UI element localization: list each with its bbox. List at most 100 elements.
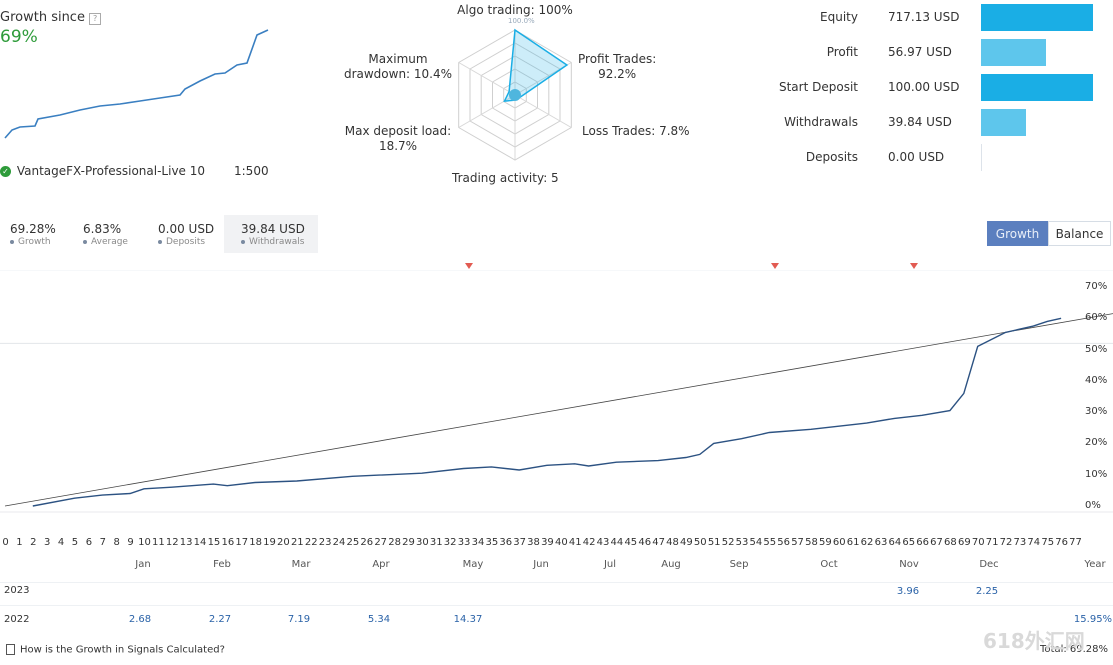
month-label: Sep: [729, 559, 749, 570]
growth-chart: [0, 270, 1113, 513]
x-tick-label: 26: [360, 537, 374, 548]
month-label: Jul: [603, 559, 617, 570]
x-tick-label: 65: [902, 537, 916, 548]
x-tick-label: 31: [429, 537, 443, 548]
x-tick-label: 71: [985, 537, 999, 548]
month-label: Aug: [661, 559, 681, 570]
x-tick-label: 77: [1069, 537, 1082, 548]
event-marker[interactable]: [910, 263, 918, 269]
y-tick-label: 0%: [1085, 500, 1101, 511]
x-tick-label: 60: [832, 537, 846, 548]
x-tick-label: 30: [416, 537, 429, 548]
x-tick-label: 57: [791, 537, 804, 548]
doc-icon: [6, 644, 15, 655]
stat-bar: [981, 109, 1026, 136]
radar-label-drawdown: Maximum drawdown: 10.4%: [343, 52, 453, 81]
kpi-caption: Deposits: [158, 237, 205, 247]
x-tick-label: 23: [318, 537, 332, 548]
divider: [0, 582, 1113, 583]
x-tick-label: 10: [138, 537, 151, 548]
year-row-value: 3.96: [896, 586, 920, 597]
kpi-value: 39.84 USD: [241, 222, 305, 236]
kpi-value: 6.83%: [83, 222, 122, 236]
help-link-text[interactable]: How is the Growth in Signals Calculated?: [20, 644, 225, 656]
radar-label-loss: Loss Trades: 7.8%: [582, 124, 690, 138]
x-tick-label: 72: [999, 537, 1013, 548]
year-row-value: 5.34: [367, 614, 391, 625]
stat-label: Profit: [826, 45, 858, 59]
x-tick-label: 19: [263, 537, 276, 548]
radar-label-deposit-load: Max deposit load: 18.7%: [344, 124, 452, 153]
x-tick-label: 20: [277, 537, 290, 548]
radar-axis: [514, 94, 572, 128]
x-tick-label: 63: [874, 537, 888, 548]
kpi-value: 69.28%: [10, 222, 56, 236]
x-tick-label: 52: [721, 537, 735, 548]
stat-label: Equity: [820, 10, 858, 24]
watermark: 618外汇网: [983, 629, 1085, 653]
bullet-icon: [83, 239, 87, 244]
x-tick-label: 0: [2, 537, 9, 548]
year-row-value: 2.68: [128, 614, 152, 625]
x-tick-label: 53: [735, 537, 749, 548]
x-tick-label: 7: [99, 537, 106, 548]
x-tick-label: 5: [71, 537, 79, 548]
divider: [0, 605, 1113, 606]
event-marker[interactable]: [465, 263, 473, 269]
tab-growth[interactable]: Growth: [987, 221, 1048, 246]
y-tick-label: 30%: [1085, 406, 1108, 418]
y-tick-label: 60%: [1085, 312, 1108, 324]
growth-title-row: Growth since ?: [0, 10, 102, 25]
x-tick-label: 44: [610, 537, 624, 548]
month-label: Year: [1084, 559, 1106, 570]
x-tick-label: 25: [346, 537, 360, 548]
x-tick-label: 75: [1041, 537, 1055, 548]
x-tick-label: 18: [249, 537, 262, 548]
y-tick-label: 40%: [1085, 374, 1108, 386]
x-tick-label: 50: [693, 537, 707, 548]
radar-label-profit: Profit Trades: 92.2%: [578, 52, 657, 81]
stat-label: Deposits: [805, 150, 858, 164]
radar-center-label: 100.0%: [508, 17, 535, 25]
x-tick-label: 45: [624, 537, 638, 548]
info-icon[interactable]: ?: [89, 13, 102, 25]
stat-bar: [981, 4, 1093, 31]
y-tick-label: 20%: [1085, 437, 1108, 449]
x-tick-label: 35: [485, 537, 499, 548]
leverage: 1:500: [234, 164, 269, 178]
y-tick-label: 10%: [1085, 468, 1108, 480]
x-tick-label: 73: [1013, 537, 1027, 548]
radar-label-algo: Algo trading: 100%: [457, 3, 573, 17]
x-tick-label: 3: [44, 537, 51, 548]
account-name[interactable]: VantageFX-Professional-Live 10: [16, 164, 206, 178]
growth-series-line: [32, 317, 1062, 507]
x-tick-label: 62: [860, 537, 874, 548]
x-tick-label: 64: [888, 537, 902, 548]
event-marker[interactable]: [771, 263, 779, 269]
radar-label-activity: Trading activity: 5: [452, 171, 559, 185]
kpi-caption-text: Growth: [18, 237, 51, 247]
kpi-highlight: [224, 215, 318, 253]
x-tick-label: 21: [290, 537, 304, 548]
x-tick-label: 54: [749, 537, 763, 548]
growth-value: 69%: [0, 27, 38, 47]
stat-value: 0.00 USD: [888, 150, 945, 164]
year-row-value: 14.37: [453, 614, 483, 625]
x-tick-label: 1: [16, 537, 23, 548]
kpi-caption: Growth: [10, 237, 51, 247]
x-tick-label: 67: [930, 537, 943, 548]
x-tick-label: 49: [680, 537, 693, 548]
year-row-value: 7.19: [287, 614, 311, 625]
growth-help-link[interactable]: How is the Growth in Signals Calculated?: [6, 644, 225, 656]
month-label: Jun: [533, 559, 549, 570]
bullet-icon: [10, 239, 14, 244]
bullet-icon: [241, 239, 245, 244]
x-tick-label: 61: [846, 537, 860, 548]
x-tick-label: 27: [374, 537, 388, 548]
x-tick-label: 28: [388, 537, 401, 548]
x-tick-label: 33: [457, 537, 471, 548]
x-tick-label: 34: [471, 537, 485, 548]
x-tick-label: 17: [235, 537, 249, 548]
tab-balance[interactable]: Balance: [1048, 221, 1111, 246]
x-tick-label: 36: [499, 537, 513, 548]
